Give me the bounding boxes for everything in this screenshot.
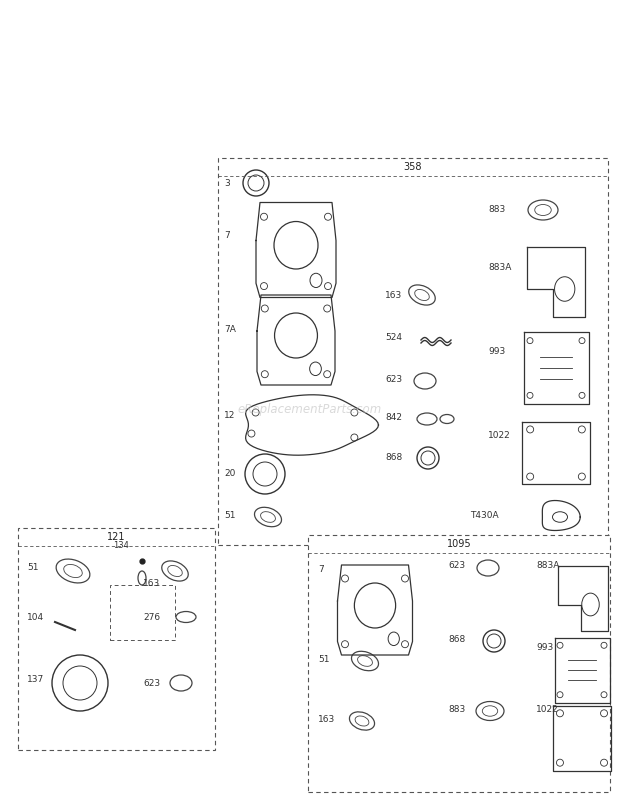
Text: 276: 276 — [143, 613, 160, 622]
Text: 7: 7 — [318, 565, 324, 574]
Text: 3: 3 — [224, 179, 230, 188]
Text: 51: 51 — [318, 655, 329, 665]
Text: 358: 358 — [404, 162, 422, 172]
Text: 1022: 1022 — [488, 431, 511, 439]
Text: 51: 51 — [27, 564, 38, 573]
Text: 883A: 883A — [536, 561, 559, 570]
Text: 623: 623 — [143, 678, 160, 687]
Text: 51: 51 — [224, 511, 236, 520]
Text: 868: 868 — [448, 635, 465, 645]
Text: 163: 163 — [143, 578, 160, 588]
Text: 134: 134 — [113, 541, 129, 549]
Text: 993: 993 — [536, 643, 553, 653]
Text: 7A: 7A — [224, 326, 236, 334]
Bar — [18, 528, 215, 750]
Text: 104: 104 — [27, 613, 44, 622]
Text: 524: 524 — [385, 334, 402, 342]
Text: 623: 623 — [448, 561, 465, 570]
Bar — [308, 535, 610, 792]
Text: 121: 121 — [107, 532, 126, 542]
Text: T430A: T430A — [470, 511, 498, 520]
Text: 623: 623 — [385, 375, 402, 384]
Text: 842: 842 — [385, 414, 402, 423]
Text: 1022: 1022 — [536, 706, 559, 715]
Text: 883: 883 — [448, 706, 465, 715]
Text: 20: 20 — [224, 468, 236, 477]
Text: 137: 137 — [27, 675, 44, 684]
Text: 7: 7 — [224, 230, 230, 240]
Text: 163: 163 — [385, 290, 402, 299]
Text: 993: 993 — [488, 347, 505, 357]
Text: 163: 163 — [318, 715, 335, 724]
Text: 1095: 1095 — [446, 539, 471, 549]
Text: eReplacementParts.com: eReplacementParts.com — [238, 403, 382, 416]
Text: 883A: 883A — [488, 264, 511, 273]
Bar — [110, 585, 175, 640]
Bar — [218, 158, 608, 545]
Text: 883: 883 — [488, 205, 505, 214]
Text: 868: 868 — [385, 452, 402, 461]
Text: 12: 12 — [224, 411, 236, 419]
